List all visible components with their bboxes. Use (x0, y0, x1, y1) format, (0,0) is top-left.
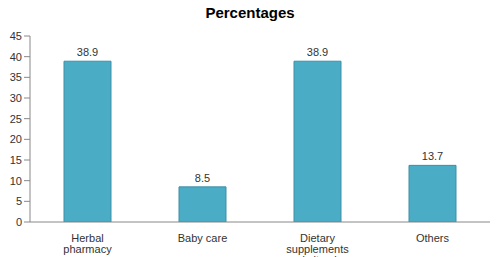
svg-text:13.7: 13.7 (422, 150, 443, 162)
svg-text:38.9: 38.9 (307, 46, 328, 58)
svg-text:30: 30 (10, 92, 22, 104)
svg-text:5: 5 (16, 195, 22, 207)
svg-text:Baby care: Baby care (178, 232, 228, 244)
svg-text:Herbalpharmacy: Herbalpharmacy (63, 232, 112, 255)
svg-text:Others: Others (416, 232, 450, 244)
svg-text:15: 15 (10, 154, 22, 166)
html-text:Percentages: Percentages (205, 4, 295, 21)
svg-text:Dietarysupplementsand vitamins: Dietarysupplementsand vitamins (286, 232, 349, 257)
svg-text:25: 25 (10, 113, 22, 125)
svg-text:38.9: 38.9 (77, 46, 98, 58)
svg-text:8.5: 8.5 (195, 172, 210, 184)
svg-text:20: 20 (10, 133, 22, 145)
svg-text:40: 40 (10, 51, 22, 63)
svg-text:45: 45 (10, 30, 22, 42)
svg-text:35: 35 (10, 71, 22, 83)
svg-text:0: 0 (16, 216, 22, 228)
svg-text:10: 10 (10, 175, 22, 187)
